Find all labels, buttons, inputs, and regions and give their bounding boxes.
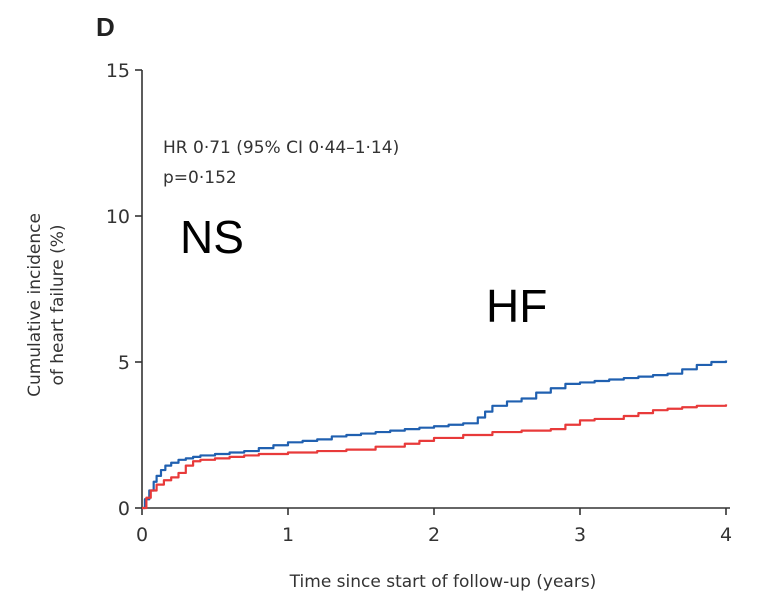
series-line-2	[142, 404, 728, 510]
series-line-1	[142, 360, 728, 510]
y-axis-label: Cumulative incidence of heart failure (%…	[25, 213, 68, 397]
y-axis-label-line1: Cumulative incidence	[25, 213, 45, 397]
x-tick-label: 1	[282, 524, 294, 546]
x-tick-label: 3	[574, 524, 586, 546]
overlay-label-ns: NS	[180, 211, 244, 263]
x-axis-label: Time since start of follow-up (years)	[289, 572, 597, 592]
axes: 0 5 10 15 0 1 2 3 4	[106, 60, 732, 546]
y-tick-label: 15	[106, 60, 130, 82]
y-axis-label-line2: of heart failure (%)	[48, 224, 68, 385]
x-tick-label: 0	[136, 524, 148, 546]
hazard-ratio-annotation: HR 0·71 (95% CI 0·44–1·14)	[163, 138, 399, 158]
series-group	[142, 360, 728, 510]
y-tick-label: 0	[118, 498, 130, 520]
y-tick-label: 10	[106, 206, 130, 228]
p-value-annotation: p=0·152	[163, 168, 237, 188]
y-tick-label: 5	[118, 352, 130, 374]
x-tick-label: 4	[720, 524, 732, 546]
overlay-label-hf: HF	[486, 280, 547, 332]
panel-label: D	[96, 12, 115, 42]
x-tick-label: 2	[428, 524, 440, 546]
